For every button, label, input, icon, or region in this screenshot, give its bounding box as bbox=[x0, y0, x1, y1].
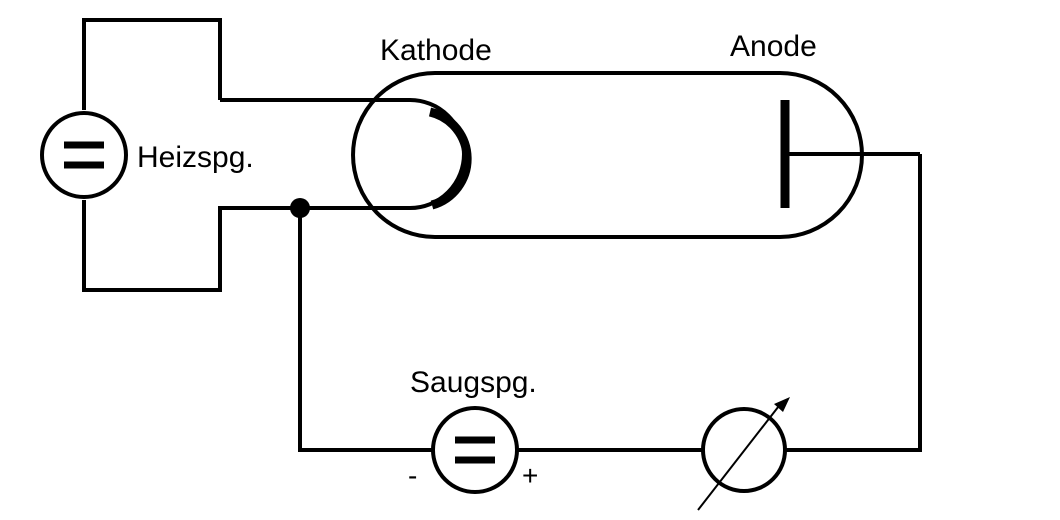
cathode-filament bbox=[220, 98, 466, 210]
cathode-label: Kathode bbox=[380, 34, 492, 67]
heater-circuit-wire-lower bbox=[82, 200, 300, 292]
heater-circuit-wire bbox=[82, 18, 222, 110]
dc-voltage-source-icon bbox=[431, 406, 519, 494]
anode-label: Anode bbox=[730, 30, 817, 63]
adjustable-ammeter-icon bbox=[697, 397, 790, 511]
suction-circuit-wire-left bbox=[298, 208, 433, 452]
heater-voltage-label: Heizspg. bbox=[137, 141, 254, 174]
cathode-electrode bbox=[428, 107, 472, 210]
dc-voltage-source-icon bbox=[40, 111, 128, 199]
plus-sign: + bbox=[522, 460, 538, 491]
suction-voltage-label: Saugspg. bbox=[410, 366, 537, 399]
minus-sign: - bbox=[408, 460, 417, 491]
suction-circuit-wire-right bbox=[785, 154, 922, 452]
tube-envelope bbox=[351, 71, 864, 239]
